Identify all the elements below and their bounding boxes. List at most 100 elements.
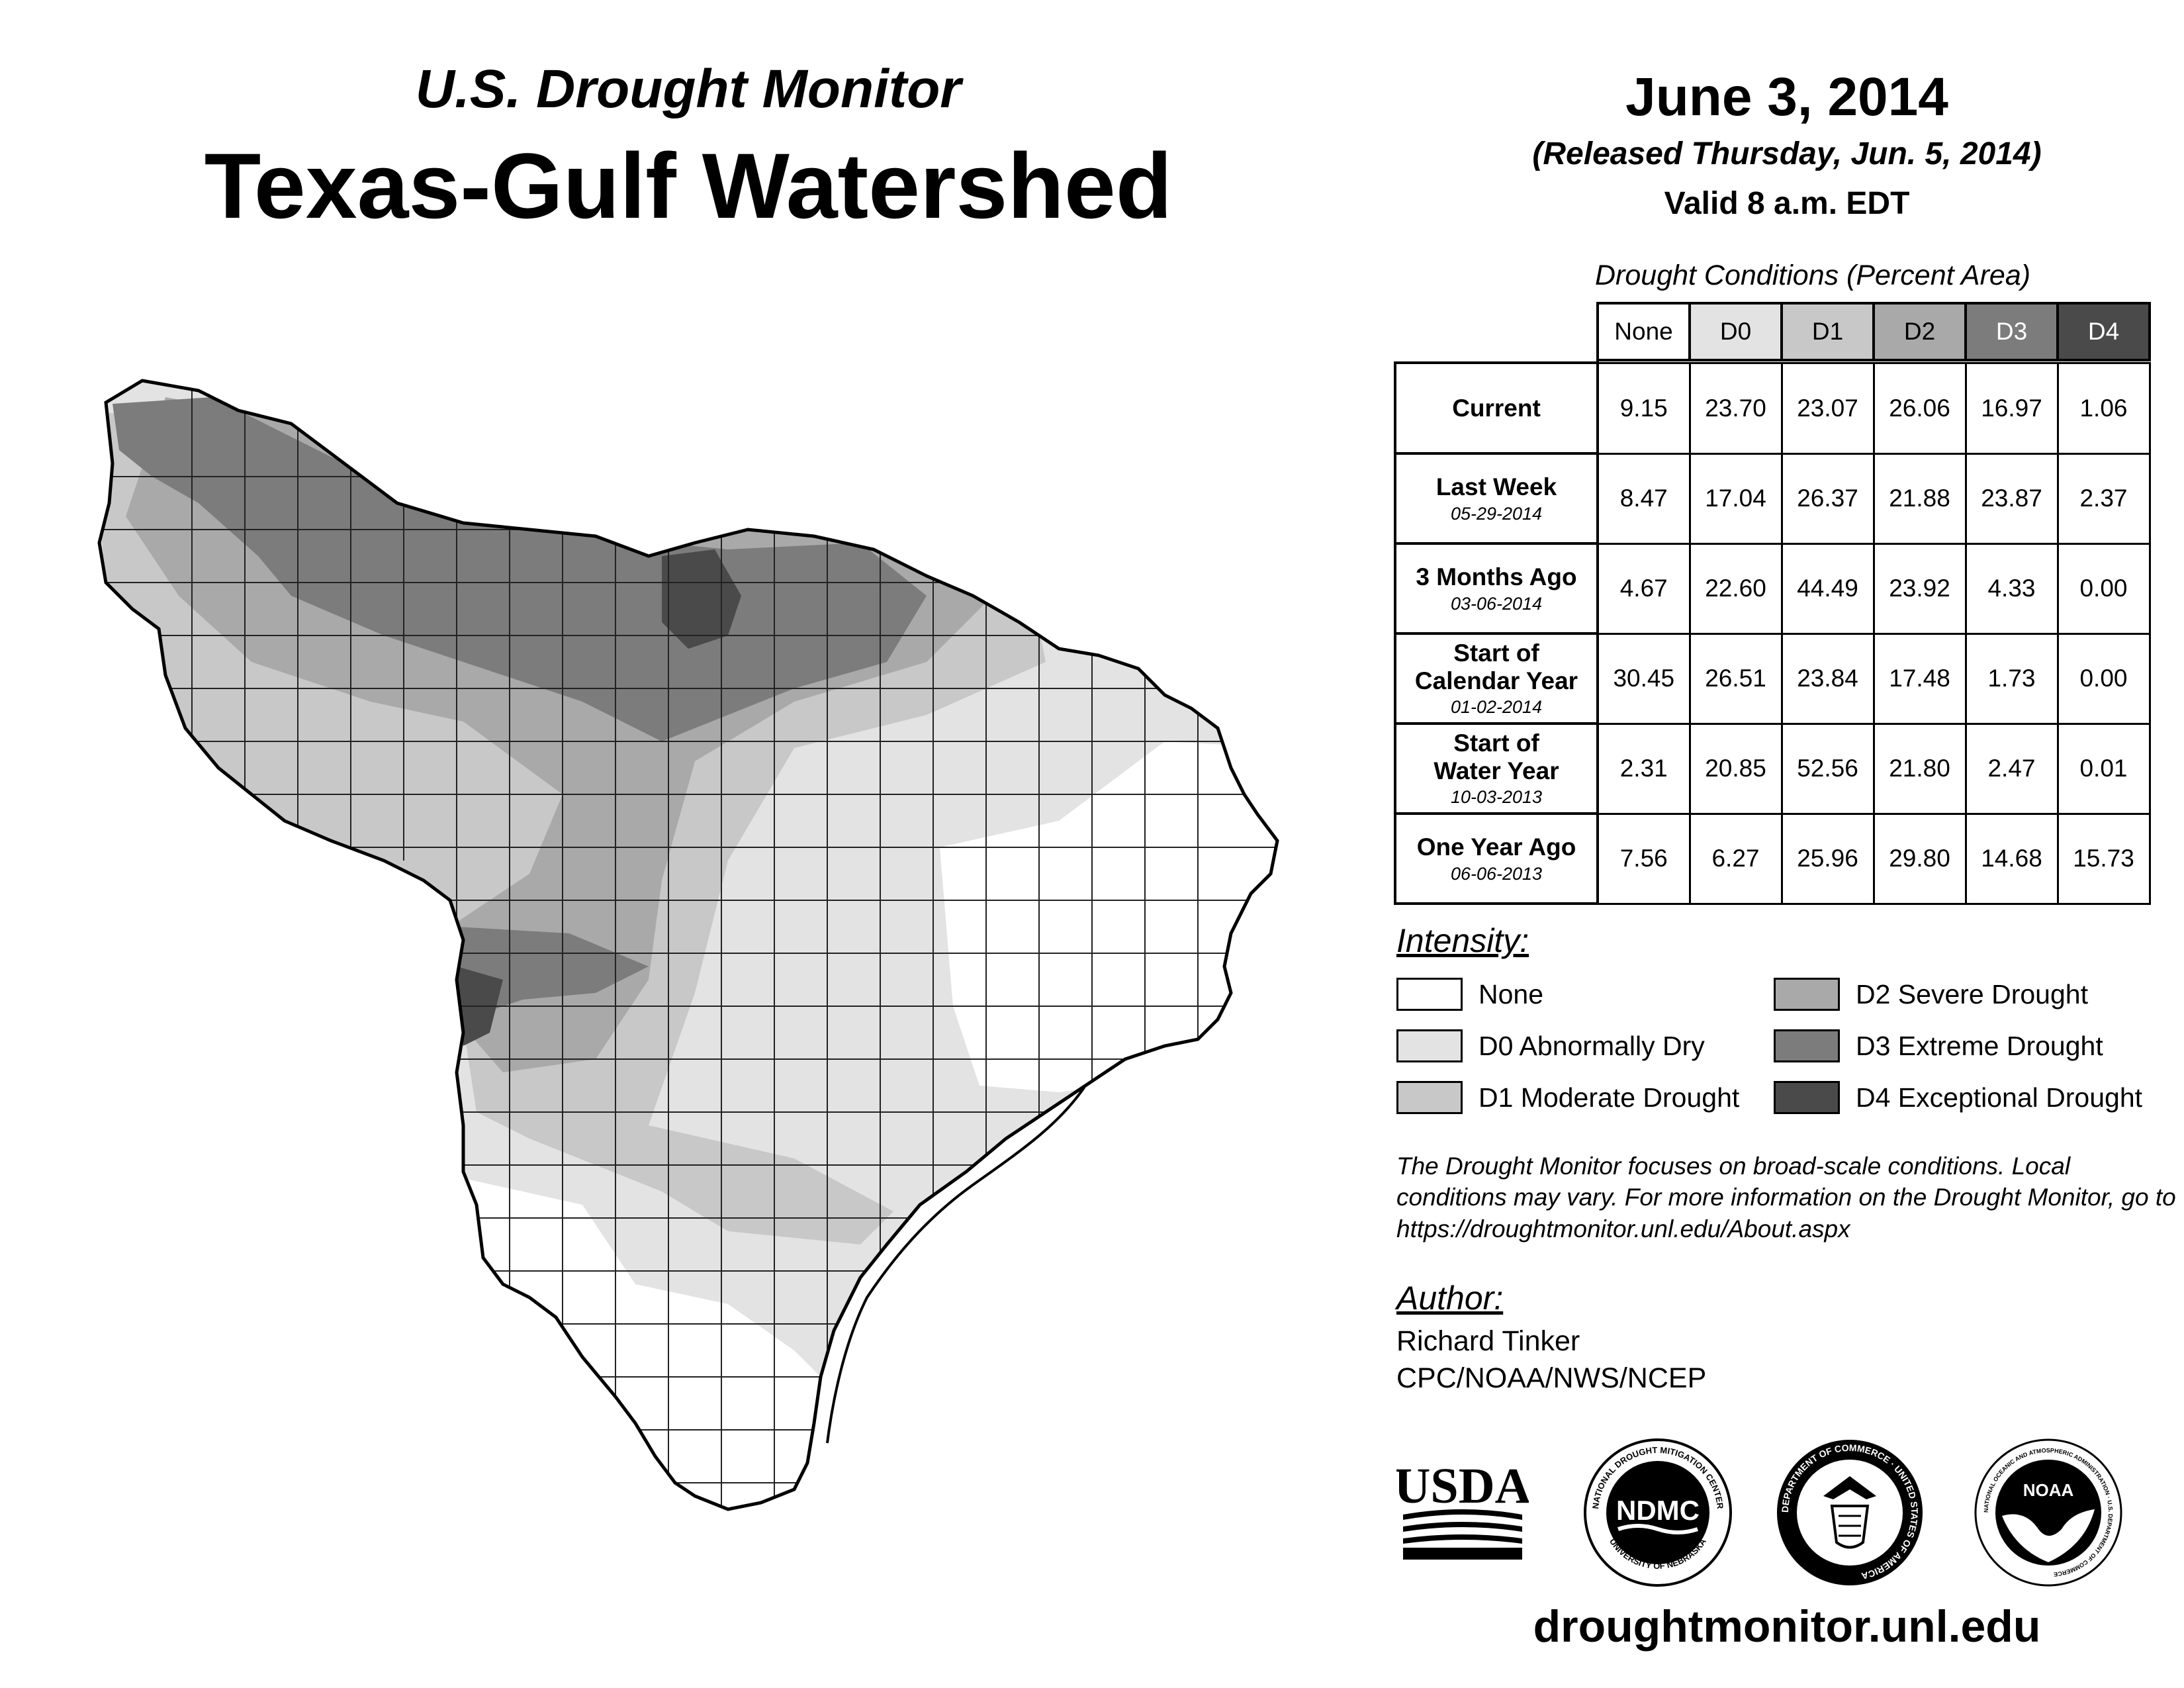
cell-d0: 20.85 bbox=[1688, 722, 1783, 815]
cell-d4: 1.06 bbox=[2056, 361, 2151, 455]
cell-d0: 26.51 bbox=[1688, 632, 1783, 725]
commerce-seal-logo: DEPARTMENT OF COMMERCE · UNITED STATES O… bbox=[1777, 1440, 1923, 1585]
cell-d0: 6.27 bbox=[1688, 812, 1783, 905]
legend-label: D2 Severe Drought bbox=[1856, 978, 2088, 1009]
col-header-d4: D4 bbox=[2056, 302, 2151, 361]
row-date: 03-06-2014 bbox=[1450, 593, 1543, 614]
county-boundaries bbox=[99, 381, 1277, 1509]
cell-d4: 2.37 bbox=[2056, 452, 2151, 545]
cell-none: 30.45 bbox=[1596, 632, 1691, 725]
d3-area bbox=[113, 397, 927, 741]
author-label: Author: bbox=[1396, 1280, 1504, 1317]
table-row: One Year Ago 06-06-2013 7.56 6.27 25.96 … bbox=[1394, 812, 2151, 905]
legend-item-d2: D2 Severe Drought bbox=[1774, 976, 2088, 1013]
cell-none: 7.56 bbox=[1596, 812, 1691, 905]
drought-conditions-table: None D0 D1 D2 D3 D4 Current 9.15 23.70 2… bbox=[1394, 302, 2151, 905]
row-label: Last Week 05-29-2014 bbox=[1394, 452, 1599, 545]
row-label: Current bbox=[1394, 361, 1599, 455]
table-corner bbox=[1395, 303, 1598, 360]
coastline bbox=[826, 1084, 1087, 1444]
cell-d3: 23.87 bbox=[1964, 452, 2059, 545]
cell-d2: 21.80 bbox=[1872, 722, 1967, 815]
cell-d2: 26.06 bbox=[1872, 361, 1967, 455]
cell-d3: 2.47 bbox=[1964, 722, 2059, 815]
cell-none: 4.67 bbox=[1596, 542, 1691, 635]
ndmc-logo: NATIONAL DROUGHT MITIGATION CENTER UNIVE… bbox=[1584, 1438, 1732, 1587]
none-area-south bbox=[463, 1178, 834, 1509]
table-row: 3 Months Ago 03-06-2014 4.67 22.60 44.49… bbox=[1394, 542, 2151, 635]
legend-item-d0: D0 Abnormally Dry bbox=[1396, 1027, 1705, 1064]
map-date: June 3, 2014 bbox=[1625, 67, 1948, 127]
cell-d2: 21.88 bbox=[1872, 452, 1967, 545]
row-label-text: Current bbox=[1452, 394, 1541, 422]
col-header-d2: D2 bbox=[1872, 302, 1967, 361]
noaa-logo-text: NOAA bbox=[2023, 1480, 2074, 1500]
legend-item-d3: D3 Extreme Drought bbox=[1774, 1027, 2103, 1064]
row-label: Start of Water Year 10-03-2013 bbox=[1394, 722, 1599, 815]
legend-swatch bbox=[1774, 1029, 1840, 1062]
map-title: Texas-Gulf Watershed bbox=[204, 134, 1173, 238]
row-date: 01-02-2014 bbox=[1450, 697, 1543, 718]
noaa-logo: NATIONAL OCEANIC AND ATMOSPHERIC ADMINIS… bbox=[1974, 1438, 2122, 1587]
row-label-text: Last Week bbox=[1435, 473, 1557, 501]
cell-none: 2.31 bbox=[1596, 722, 1691, 815]
legend-swatch bbox=[1396, 1081, 1463, 1114]
cell-d1: 52.56 bbox=[1780, 722, 1875, 815]
legend-label: D3 Extreme Drought bbox=[1856, 1030, 2103, 1061]
legend-label: None bbox=[1479, 978, 1544, 1009]
author-org: CPC/NOAA/NWS/NCEP bbox=[1396, 1362, 1707, 1394]
legend-swatch bbox=[1396, 1029, 1463, 1062]
row-label-text: One Year Ago bbox=[1416, 833, 1576, 861]
legend-swatch bbox=[1774, 978, 1840, 1011]
cell-d4: 0.01 bbox=[2056, 722, 2151, 815]
cell-none: 9.15 bbox=[1596, 361, 1691, 455]
ndmc-logo-text: NDMC bbox=[1616, 1495, 1700, 1526]
drought-map bbox=[97, 379, 1279, 1511]
cell-d1: 44.49 bbox=[1780, 542, 1875, 635]
row-label-text: Start of Calendar Year bbox=[1414, 639, 1578, 694]
row-label-text: 3 Months Ago bbox=[1416, 563, 1577, 591]
d3-area-southwest bbox=[457, 927, 649, 1019]
cell-d4: 0.00 bbox=[2056, 542, 2151, 635]
cell-none: 8.47 bbox=[1596, 452, 1691, 545]
website-link[interactable]: droughtmonitor.unl.edu bbox=[1533, 1601, 2041, 1652]
basin-outline bbox=[97, 379, 1279, 1511]
cell-d3: 1.73 bbox=[1964, 632, 2059, 725]
row-label: 3 Months Ago 03-06-2014 bbox=[1394, 542, 1599, 635]
cell-d2: 17.48 bbox=[1872, 632, 1967, 725]
col-header-d0: D0 bbox=[1688, 302, 1783, 361]
legend-item-none: None bbox=[1396, 976, 1543, 1013]
row-date: 05-29-2014 bbox=[1450, 503, 1543, 524]
cell-d2: 23.92 bbox=[1872, 542, 1967, 635]
cell-d4: 15.73 bbox=[2056, 812, 2151, 905]
table-row: Last Week 05-29-2014 8.47 17.04 26.37 21… bbox=[1394, 452, 2151, 545]
cell-d0: 22.60 bbox=[1688, 542, 1783, 635]
table-row: Current 9.15 23.70 23.07 26.06 16.97 1.0… bbox=[1394, 361, 2151, 455]
col-header-d1: D1 bbox=[1780, 302, 1875, 361]
info-note: The Drought Monitor focuses on broad-sca… bbox=[1396, 1152, 2176, 1243]
cell-d3: 16.97 bbox=[1964, 361, 2059, 455]
legend-item-d4: D4 Exceptional Drought bbox=[1774, 1079, 2142, 1116]
legend-title: Intensity: bbox=[1396, 922, 1529, 959]
cell-d0: 17.04 bbox=[1688, 452, 1783, 545]
table-row: Start of Water Year 10-03-2013 2.31 20.85… bbox=[1394, 722, 2151, 815]
cell-d0: 23.70 bbox=[1688, 361, 1783, 455]
map-subtitle: U.S. Drought Monitor bbox=[415, 59, 962, 119]
legend-item-d1: D1 Moderate Drought bbox=[1396, 1079, 1739, 1116]
legend-swatch bbox=[1774, 1081, 1840, 1114]
usda-logo: USDA bbox=[1396, 1458, 1529, 1560]
row-date: 10-03-2013 bbox=[1450, 787, 1543, 808]
legend-label: D4 Exceptional Drought bbox=[1856, 1082, 2143, 1113]
valid-time: Valid 8 a.m. EDT bbox=[1664, 186, 1910, 221]
legend-swatch bbox=[1396, 978, 1463, 1011]
cell-d3: 14.68 bbox=[1964, 812, 2059, 905]
table-row: Start of Calendar Year 01-02-2014 30.45 2… bbox=[1394, 632, 2151, 725]
author-name: Richard Tinker bbox=[1396, 1325, 1580, 1357]
col-header-none: None bbox=[1596, 302, 1691, 361]
legend-label: D0 Abnormally Dry bbox=[1479, 1030, 1705, 1061]
cell-d4: 0.00 bbox=[2056, 632, 2151, 725]
usda-logo-text: USDA bbox=[1396, 1458, 1529, 1514]
table-caption: Drought Conditions (Percent Area) bbox=[1595, 259, 2031, 291]
cell-d1: 25.96 bbox=[1780, 812, 1875, 905]
cell-d1: 23.07 bbox=[1780, 361, 1875, 455]
